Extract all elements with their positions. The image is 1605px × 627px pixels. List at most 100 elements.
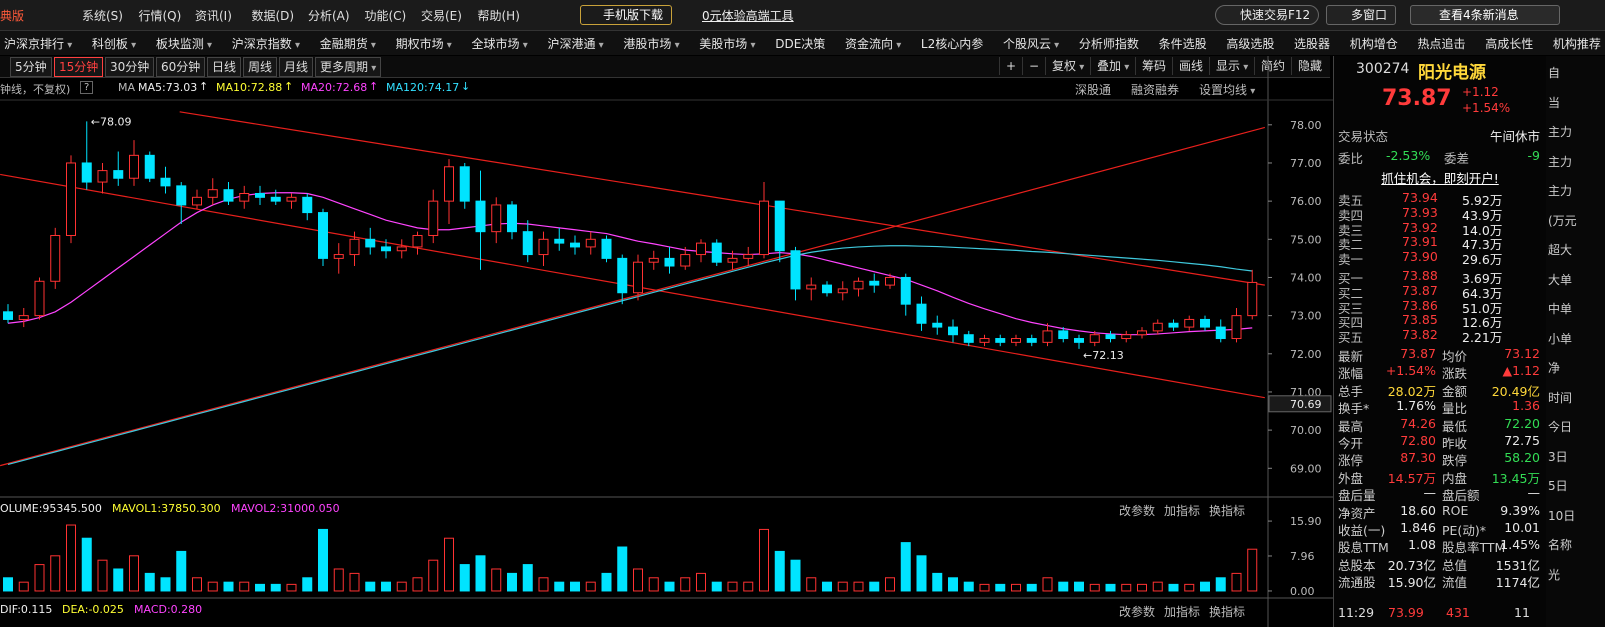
nav-item[interactable]: 高成长性: [1485, 36, 1534, 51]
period-tab[interactable]: 5分钟: [10, 57, 52, 77]
period-tab[interactable]: 月线: [279, 57, 314, 77]
promo-link[interactable]: 0元体验高端工具: [702, 9, 794, 23]
tool-button[interactable]: +: [999, 57, 1022, 75]
period-tab[interactable]: 周线: [243, 57, 278, 77]
book-label: 卖一: [1338, 252, 1364, 268]
menu-item[interactable]: 功能(C): [364, 9, 407, 23]
menu-item[interactable]: 资讯(I): [195, 9, 232, 23]
nav-item[interactable]: 选股器: [1294, 36, 1331, 51]
volume-bar: [1200, 581, 1210, 592]
nav-item[interactable]: 分析师指数: [1078, 36, 1139, 51]
tool-button[interactable]: −: [1022, 57, 1045, 75]
stat-label: 最高: [1338, 418, 1364, 434]
nav-item[interactable]: 美股市场: [699, 35, 755, 52]
candle-body: [81, 162, 92, 183]
period-tab[interactable]: 更多周期: [315, 57, 382, 77]
candle-body: [396, 246, 407, 252]
menu-item[interactable]: 分析(A): [308, 9, 350, 23]
tool-button[interactable]: 隐藏: [1291, 57, 1328, 75]
top-bar: 典版 系统(S) 行情(Q) 资讯(I) 数据(D) 分析(A) 功能(C) 交易(E) 帮助(…: [0, 0, 1605, 31]
messages[interactable]: 查看4条新消息: [1410, 5, 1560, 25]
indicator-link[interactable]: 换指标: [1209, 504, 1246, 518]
promo-banner[interactable]: 抓住机会，即刻开户!: [1381, 171, 1499, 186]
candle-body: [160, 177, 171, 187]
indicator-link[interactable]: 改参数: [1119, 605, 1156, 619]
stat-label: 流值: [1442, 575, 1468, 591]
menu-item[interactable]: 数据(D): [251, 9, 295, 23]
nav-item[interactable]: 金融期货: [320, 35, 376, 52]
nav-item[interactable]: 沪深京排行: [4, 35, 72, 52]
chart-link[interactable]: 融资融券: [1131, 83, 1180, 97]
nav-item[interactable]: 沪深港通: [547, 35, 603, 52]
nav-item[interactable]: 机构推荐: [1552, 36, 1601, 51]
nav-item[interactable]: 期权市场: [396, 35, 452, 52]
nav-item[interactable]: 机构增仓: [1349, 36, 1398, 51]
tool-button[interactable]: 叠加: [1090, 57, 1135, 75]
tool-button[interactable]: 显示: [1209, 57, 1254, 75]
y-tick-label: 69.00: [1290, 462, 1322, 475]
y-tick-label: 75.00: [1290, 233, 1322, 246]
book-label: 卖三: [1338, 222, 1364, 238]
nav-item[interactable]: 条件选股: [1158, 36, 1207, 51]
candle-body: [1184, 318, 1195, 328]
tool-button[interactable]: 简约: [1254, 57, 1291, 75]
side-label: 小单: [1548, 331, 1573, 346]
candle-body: [774, 200, 785, 252]
nav-item[interactable]: 高级选股: [1226, 36, 1275, 51]
side-label: 超大: [1548, 243, 1573, 257]
book-price: 73.82: [1402, 327, 1438, 343]
menu-item[interactable]: 行情(Q): [138, 9, 182, 23]
y-tick-label: 7.96: [1290, 550, 1315, 563]
candle-body: [790, 250, 801, 290]
stat-label: 外盘: [1338, 470, 1364, 486]
candle-body: [664, 257, 675, 267]
candle-body: [806, 284, 817, 290]
stat-label: 涨跌: [1442, 366, 1468, 382]
chart-link[interactable]: 设置均线: [1199, 81, 1255, 98]
nav-item[interactable]: 个股风云: [1003, 35, 1059, 52]
nav-item[interactable]: DDE决策: [775, 36, 826, 51]
volume-bar: [3, 577, 13, 592]
nav-item[interactable]: 港股市场: [623, 35, 679, 52]
volume-bar: [822, 581, 832, 592]
ratio: -2.53%: [1386, 148, 1431, 163]
mobile-button[interactable]: 手机版下载: [580, 5, 673, 25]
stat-label: 均价: [1442, 349, 1468, 364]
ma-value: MA5:73.03: [138, 81, 198, 94]
book-label: 买三: [1338, 300, 1364, 316]
chart-link[interactable]: 深股通: [1075, 83, 1112, 97]
y-tick-label: 73.00: [1290, 310, 1322, 323]
nav-item[interactable]: 全球市场: [472, 35, 528, 52]
stat-label: 总手: [1338, 383, 1364, 399]
indicator-link[interactable]: 加指标: [1164, 504, 1201, 518]
nav-item[interactable]: 板块监测: [156, 35, 212, 52]
period-tab[interactable]: 日线: [207, 57, 242, 77]
nav-bar: 沪深京排行 科创板 板块监测 沪深京指数 金融期货 期权市场 全球市场 沪深港通 港股市场 美股市…: [0, 31, 1605, 55]
indicator-link[interactable]: 改参数: [1119, 504, 1156, 518]
nav-item[interactable]: 沪深京指数: [232, 35, 300, 52]
menu-item[interactable]: 系统(S): [82, 9, 123, 23]
nav-item[interactable]: L2核心内参: [920, 36, 984, 51]
quick-trade[interactable]: 快速交易F12: [1215, 5, 1320, 25]
volume-bar: [34, 564, 45, 592]
nav-item[interactable]: 科创板: [92, 35, 136, 52]
volume-bar: [97, 559, 108, 592]
candle-body: [365, 238, 376, 248]
menu-item[interactable]: 帮助(H): [477, 9, 520, 23]
period-tab[interactable]: 30分钟: [105, 57, 155, 77]
indicator-link[interactable]: 换指标: [1209, 605, 1246, 619]
nav-item[interactable]: 资金流向: [845, 35, 901, 52]
volume-bar: [585, 581, 596, 592]
indicator-link[interactable]: 加指标: [1164, 605, 1201, 619]
brand: 典版: [0, 9, 25, 23]
tool-button[interactable]: 筹码: [1135, 57, 1172, 75]
tool-button[interactable]: 复权: [1045, 57, 1090, 75]
candle-body: [1105, 334, 1116, 340]
nav-item[interactable]: 热点追击: [1417, 36, 1466, 51]
tool-button[interactable]: 画线: [1172, 57, 1209, 75]
multi-window[interactable]: 多窗口: [1326, 5, 1397, 25]
period-tab[interactable]: 60分钟: [156, 57, 206, 77]
period-tab[interactable]: 15分钟: [54, 57, 104, 77]
side-label: 大单: [1548, 272, 1573, 287]
menu-item[interactable]: 交易(E): [421, 9, 462, 23]
